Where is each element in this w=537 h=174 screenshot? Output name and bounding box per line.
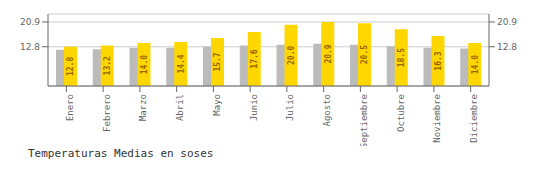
svg-text:16.3: 16.3 bbox=[434, 51, 443, 70]
svg-text:Octubre: Octubre bbox=[396, 94, 406, 132]
svg-text:Noviembre: Noviembre bbox=[432, 94, 442, 143]
svg-text:Septiembre: Septiembre bbox=[359, 94, 369, 146]
html-text:Temperaturas Medias en soses: Temperaturas Medias en soses bbox=[28, 147, 214, 160]
svg-text:14.0: 14.0 bbox=[140, 55, 149, 74]
svg-text:Diciembre: Diciembre bbox=[469, 94, 479, 143]
svg-text:15.7: 15.7 bbox=[213, 52, 222, 71]
svg-text:Abril: Abril bbox=[175, 94, 185, 121]
svg-text:13.2: 13.2 bbox=[103, 56, 112, 75]
svg-text:14.4: 14.4 bbox=[177, 54, 186, 73]
svg-text:12.8: 12.8 bbox=[66, 57, 75, 76]
svg-text:Marzo: Marzo bbox=[138, 94, 148, 121]
svg-text:Junio: Junio bbox=[249, 94, 259, 121]
svg-text:Enero: Enero bbox=[65, 94, 75, 121]
svg-text:17.6: 17.6 bbox=[250, 49, 259, 68]
svg-text:12.8: 12.8 bbox=[497, 42, 517, 52]
svg-text:20.5: 20.5 bbox=[360, 45, 369, 64]
svg-text:20.0: 20.0 bbox=[287, 46, 296, 65]
svg-text:Julio: Julio bbox=[285, 94, 295, 121]
svg-text:20.9: 20.9 bbox=[20, 17, 40, 27]
svg-text:Agosto: Agosto bbox=[322, 94, 332, 127]
svg-text:Mayo: Mayo bbox=[212, 94, 222, 116]
svg-text:12.8: 12.8 bbox=[20, 42, 40, 52]
svg-text:Febrero: Febrero bbox=[102, 94, 112, 132]
svg-text:14.0: 14.0 bbox=[471, 55, 480, 74]
svg-text:20.9: 20.9 bbox=[497, 17, 517, 27]
svg-text:20.9: 20.9 bbox=[324, 44, 333, 63]
svg-text:18.5: 18.5 bbox=[397, 48, 406, 67]
